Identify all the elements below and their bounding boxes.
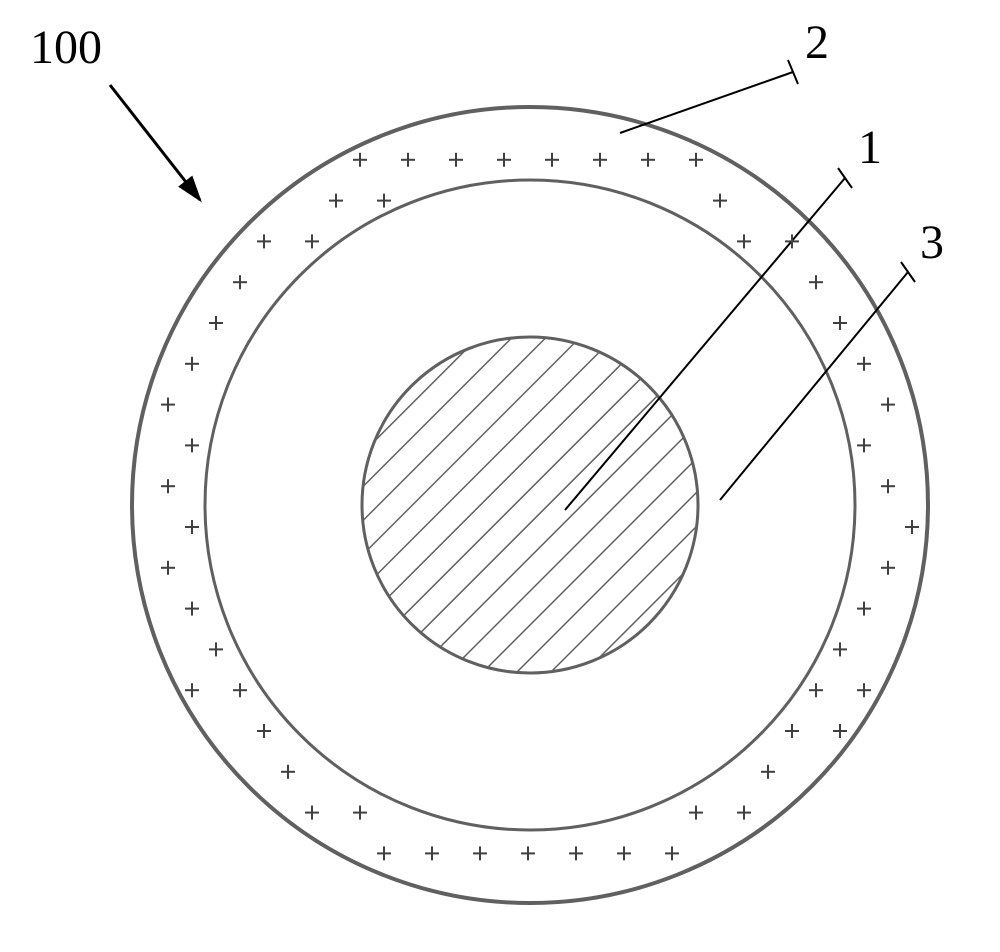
callout-label-2: 2 — [805, 15, 829, 70]
diagram-svg — [0, 0, 1000, 947]
callout-label-1: 1 — [858, 120, 882, 175]
assembly-label: 100 — [30, 20, 102, 75]
callout-tick-2 — [788, 60, 798, 84]
assembly-arrow — [110, 85, 200, 200]
core-circle — [362, 337, 698, 673]
cross-section-diagram: 100 2 1 3 — [0, 0, 1000, 947]
callout-label-3: 3 — [920, 215, 944, 270]
callout-line-2 — [620, 72, 793, 133]
